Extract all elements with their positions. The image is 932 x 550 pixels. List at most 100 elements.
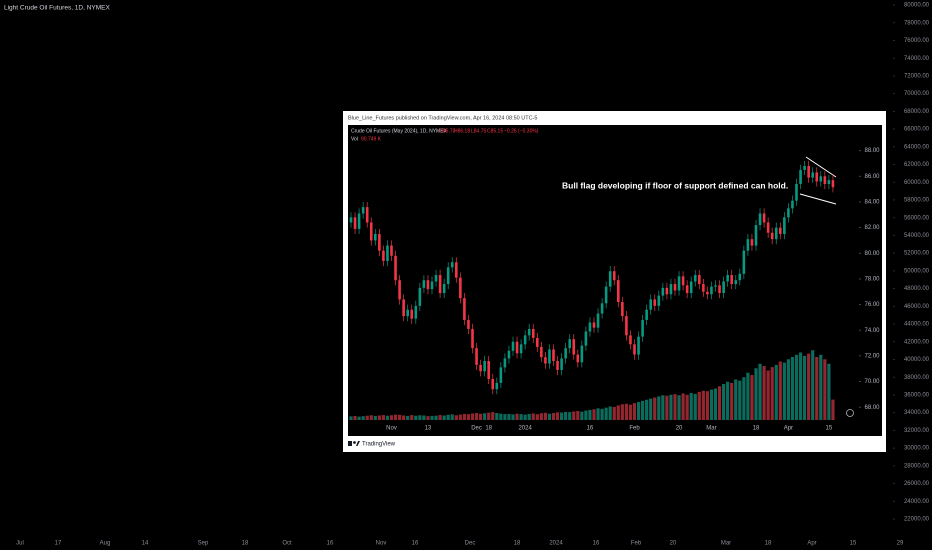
volume-bar: [357, 416, 361, 420]
x-tick-label: Feb: [629, 426, 640, 432]
outer-y-tick-label: 46000.00: [904, 304, 930, 310]
candle-body: [576, 354, 580, 363]
volume-bar: [766, 370, 770, 420]
outer-y-tick-label: 78000.00: [904, 20, 930, 26]
volume-bar: [616, 405, 620, 420]
volume-bar: [705, 391, 709, 420]
volume-bar: [507, 413, 511, 420]
candle-body: [681, 276, 685, 286]
candle-body: [442, 284, 446, 294]
candle-body: [511, 341, 515, 351]
candle-body: [446, 267, 450, 285]
volume-bar: [479, 413, 483, 420]
volume-bar: [369, 415, 373, 420]
candle-body: [556, 361, 559, 370]
volume-label: Vol: [351, 136, 358, 142]
candle-body: [459, 277, 462, 299]
volume-bar: [734, 379, 738, 420]
volume-bar: [393, 414, 398, 420]
outer-y-tick-label: 66000.00: [904, 127, 930, 133]
candle-body: [738, 273, 742, 281]
volume-bar: [774, 364, 778, 420]
volume-bar: [547, 413, 552, 420]
volume-bar: [726, 381, 730, 420]
y-tick-label: 88.00: [864, 148, 880, 154]
x-tick-label: Dec: [471, 426, 482, 432]
outer-y-tick-label: 54000.00: [904, 233, 930, 239]
candle-body: [592, 322, 596, 328]
volume-bar: [669, 394, 673, 420]
volume-bar: [580, 411, 584, 420]
volume-bar: [406, 415, 410, 420]
outer-x-tick-label: 16: [327, 541, 334, 547]
volume-bar: [645, 399, 649, 420]
volume-bar: [454, 415, 458, 420]
candle-body: [406, 309, 409, 317]
outer-x-tick-label: Sep: [198, 541, 209, 547]
ohlc-low: L84.75: [471, 128, 487, 134]
volume-bar: [523, 414, 527, 420]
volume-bar: [349, 416, 353, 420]
candle-body: [471, 328, 474, 349]
volume-bar: [572, 411, 576, 420]
ohlc-open: O85.70: [439, 128, 456, 134]
candle-body: [596, 313, 600, 328]
volume-bar: [450, 414, 454, 420]
y-tick-label: 80.00: [864, 251, 880, 257]
replay-icon: [846, 409, 854, 417]
volume-bar: [446, 414, 450, 420]
candle-body: [612, 271, 616, 281]
volume-bar: [555, 412, 560, 420]
candle-body: [434, 275, 438, 282]
outer-x-tick-label: 20: [670, 541, 677, 547]
candle-body: [467, 319, 470, 329]
volume-bar: [576, 411, 580, 420]
x-tick-label: Mar: [706, 426, 716, 432]
candle-body: [564, 348, 567, 359]
candle-body: [438, 275, 442, 294]
candle-body: [608, 271, 612, 287]
logo-mark: [356, 441, 360, 446]
candle-body: [600, 303, 604, 314]
outer-y-tick-label: 30000.00: [904, 446, 930, 452]
candle-body: [657, 295, 661, 306]
volume-bar: [641, 400, 645, 420]
candle-body: [702, 284, 705, 292]
candle-body: [730, 275, 733, 285]
candle-body: [754, 225, 758, 246]
candle-body: [418, 287, 422, 306]
volume-bar: [365, 415, 369, 420]
x-tick-label: 13: [425, 426, 432, 432]
volume-bar: [503, 414, 507, 420]
candle-body: [750, 239, 754, 246]
volume-bar: [353, 415, 357, 420]
volume-bar: [770, 367, 774, 420]
outer-y-tick-label: 52000.00: [904, 251, 930, 257]
candle-body: [693, 275, 697, 282]
y-tick-label: 68.00: [864, 405, 880, 411]
volume-bar: [758, 363, 762, 420]
volume-bar: [794, 354, 799, 420]
candle-body: [641, 319, 644, 337]
candle-body: [629, 335, 632, 345]
volume-bar: [495, 413, 499, 420]
volume-bar: [442, 415, 446, 420]
volume-bar: [410, 415, 414, 420]
logo-mark: [353, 441, 356, 444]
volume-bar: [564, 411, 568, 420]
outer-y-tick-label: 70000.00: [904, 91, 930, 97]
ohlc-high: H86.18: [454, 128, 470, 134]
candle-body: [568, 339, 571, 349]
candle-body: [491, 378, 495, 390]
volume-bar: [657, 396, 661, 420]
outer-y-tick-label: 40000.00: [904, 357, 930, 363]
candle-body: [661, 287, 665, 296]
volume-bar: [588, 409, 592, 420]
candle-body: [758, 213, 762, 226]
outer-x-tick-label: 16: [593, 541, 600, 547]
candle-body: [665, 287, 669, 295]
volume-bar: [697, 391, 701, 420]
y-tick-label: 70.00: [864, 379, 880, 385]
candle-body: [483, 361, 486, 372]
candle-body: [382, 250, 385, 261]
